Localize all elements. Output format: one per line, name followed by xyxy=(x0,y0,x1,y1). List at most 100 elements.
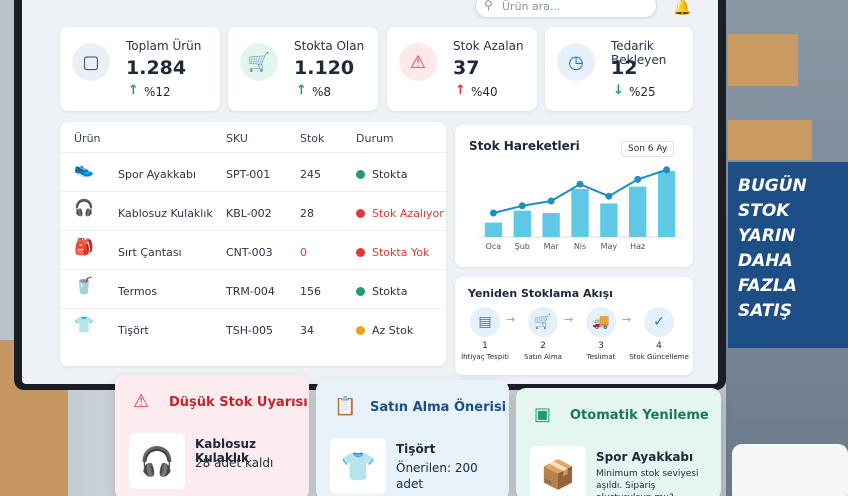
card-icon: 📋 xyxy=(334,396,357,417)
card-icon: ▣ xyxy=(534,404,552,425)
poster: BUGÜN STOK YARIN DAHA FAZLA SATIŞ xyxy=(728,162,848,348)
stock: 28 xyxy=(300,207,314,220)
product-image: 📦 xyxy=(530,446,586,496)
status: Stokta Yok xyxy=(372,246,430,259)
step-icon: 🛒 xyxy=(528,307,558,337)
kpi-value: 1.284 xyxy=(126,57,187,79)
bar xyxy=(484,222,503,237)
table-panel: Ürün SKU Stok Durum 👟 Spor Ayakkabı SPT-001 245… xyxy=(60,122,446,366)
chart: Oca Şub Mar Nis May Haz xyxy=(479,166,681,251)
row-divider xyxy=(60,230,446,231)
x-tick-label: May xyxy=(601,242,618,251)
status-dot xyxy=(356,326,365,335)
stock: 245 xyxy=(300,168,321,181)
search-placeholder: Ürün ara... xyxy=(502,0,561,13)
card-detail: Minimum stok seviyesi aşıldı. Sipariş ol… xyxy=(596,469,699,496)
step-number: 4 xyxy=(656,341,662,351)
step-number: 3 xyxy=(598,341,604,351)
flow-panel: Yeniden Stoklama Akışı ▤ → 1 İhtiyaç Tespit… xyxy=(455,277,693,375)
sku: TRM-004 xyxy=(226,285,275,298)
mug xyxy=(732,444,848,496)
kpi-icon: ▢ xyxy=(72,43,110,81)
status: Stok Azalıyor xyxy=(372,207,444,220)
product-icon: 👕 xyxy=(74,315,94,334)
step-arrow: → xyxy=(622,313,632,326)
poster-line: YARIN xyxy=(738,226,796,246)
bar xyxy=(600,203,618,237)
stock: 156 xyxy=(300,285,321,298)
stock: 34 xyxy=(300,324,314,337)
step-icon: ▤ xyxy=(470,307,500,337)
kpi-arrow: ↓ xyxy=(613,83,624,98)
line-point xyxy=(489,209,497,217)
poster-line: SATIŞ xyxy=(738,301,792,321)
status: Stokta xyxy=(372,168,408,181)
x-tick-label: Mar xyxy=(544,242,560,251)
bar xyxy=(657,171,676,237)
bar xyxy=(629,186,647,237)
product-name: Kablosuz Kulaklık xyxy=(118,207,213,220)
box xyxy=(728,34,798,86)
status: Az Stok xyxy=(372,324,414,337)
step-icon: ✓ xyxy=(644,307,674,337)
kpi-change: %40 xyxy=(471,85,498,99)
bell-icon[interactable]: 🔔 xyxy=(673,0,692,16)
step-arrow: → xyxy=(564,313,574,326)
product-name: Tişört xyxy=(118,324,149,337)
flow-title: Yeniden Stoklama Akışı xyxy=(468,287,613,300)
kpi-arrow: ↑ xyxy=(128,83,139,98)
chart-title: Stok Hareketleri xyxy=(469,139,580,153)
product-image: 🎧 xyxy=(129,433,185,489)
line-point xyxy=(576,180,584,188)
column-header: Stok xyxy=(300,132,325,145)
poster-line: DAHA FAZLA xyxy=(738,251,797,296)
product-name: Sırt Çantası xyxy=(118,246,182,259)
search-box[interactable]: Ürün ara... ⚲ xyxy=(475,0,657,18)
kpi-label: Stokta Olan xyxy=(294,39,365,53)
bar xyxy=(571,189,589,237)
step-label: Teslimat xyxy=(586,353,616,361)
product-icon: 🥤 xyxy=(74,276,94,295)
status-dot xyxy=(356,248,365,257)
step-number: 2 xyxy=(540,341,546,351)
card-title: Satın Alma Önerisi xyxy=(370,400,507,415)
bar xyxy=(542,213,560,237)
card-icon: ⚠ xyxy=(133,391,150,412)
kpi-change: %25 xyxy=(629,85,656,99)
x-tick-label: Oca xyxy=(486,242,502,251)
kpi-arrow: ↑ xyxy=(296,83,307,98)
status: Stokta xyxy=(372,285,408,298)
x-tick-label: Nis xyxy=(574,242,586,251)
status-dot xyxy=(356,287,365,296)
bar xyxy=(513,210,531,237)
status-dot xyxy=(356,170,365,179)
kpi-value: 37 xyxy=(453,57,480,79)
row-divider xyxy=(60,308,446,309)
line-point xyxy=(605,192,613,200)
kpi-card: ▢ Toplam Ürün 1.284 ↑ %12 xyxy=(60,27,220,111)
alert-card: ⚠ Düşük Stok Uyarısı 🎧 Kablosuz Kulaklık 28 … xyxy=(115,375,309,496)
product-name: Spor Ayakkabı xyxy=(118,168,197,181)
kpi-change: %8 xyxy=(312,85,332,99)
line-point xyxy=(634,175,642,183)
period-select[interactable]: Son 6 Ay xyxy=(621,141,675,157)
kpi-card: ◷ Tedarik Bekleyen 12 ↓ %25 xyxy=(545,27,693,111)
kpi-label: Toplam Ürün xyxy=(126,39,202,53)
kpi-icon: ⚠ xyxy=(399,43,437,81)
kpi-value: 1.120 xyxy=(294,57,355,79)
card-item: Kablosuz Kulaklık xyxy=(195,437,257,465)
kpi-label: Stok Azalan xyxy=(453,39,524,53)
sku: CNT-003 xyxy=(226,246,273,259)
kpi-arrow: ↑ xyxy=(455,83,466,98)
step-number: 1 xyxy=(482,341,488,351)
row-divider xyxy=(60,269,446,270)
product-name: Termos xyxy=(118,285,158,298)
chart-panel: Stok Hareketleri Son 6 Ay Oca Şub Mar Nis Ma… xyxy=(455,125,693,267)
kpi-change: %12 xyxy=(144,85,171,99)
line-point xyxy=(663,166,671,174)
product-icon: 🎒 xyxy=(74,237,94,256)
x-tick-label: Haz xyxy=(630,242,645,251)
column-header: SKU xyxy=(226,132,248,145)
